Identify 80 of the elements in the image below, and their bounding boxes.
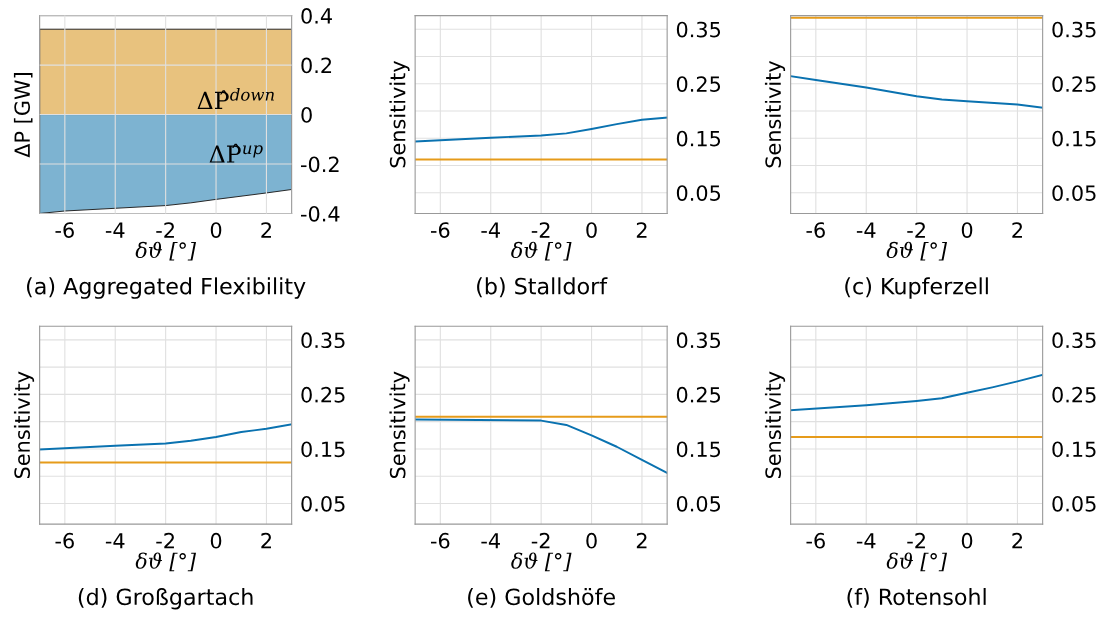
line-series xyxy=(790,373,1043,412)
y-tick-label: 0.25 xyxy=(676,76,721,92)
line-series xyxy=(415,418,668,474)
x-tick-label: -6 xyxy=(430,222,450,238)
line-series xyxy=(790,75,1043,109)
y-tick-label: 0.35 xyxy=(1052,21,1096,38)
x-tick-label: -6 xyxy=(806,222,825,238)
y-tick-label: 0.05 xyxy=(676,495,721,512)
text: (f) Rotensohl xyxy=(847,587,986,608)
y-tick-label: 0.15 xyxy=(676,130,721,147)
x-tick-label: -6 xyxy=(806,532,825,549)
x-tick-label: 2 xyxy=(1012,222,1022,238)
x-tick-label: 0 xyxy=(210,532,222,549)
text: (c) Kupferzell xyxy=(845,277,988,299)
annotation: ΔP̂$^{down}$ xyxy=(197,87,274,110)
line-series xyxy=(39,423,292,451)
y-tick-label: 0.35 xyxy=(676,332,721,349)
x-tick-label: -6 xyxy=(430,532,450,549)
x-tick-label: 2 xyxy=(1012,532,1022,549)
y-axis-title: Sensitivity xyxy=(389,60,410,168)
x-tick-label: 2 xyxy=(261,222,271,238)
y-tick-label: -0.2 xyxy=(301,156,339,173)
y-tick-label: 0.15 xyxy=(1052,441,1096,458)
y-axis-title: Sensitivity xyxy=(13,371,35,479)
x-tick-label: 2 xyxy=(636,222,647,238)
y-axis-title: Sensitivity xyxy=(389,371,410,479)
x-tick-label: -2 xyxy=(156,532,174,549)
x-axis-title: δϑ [°] xyxy=(886,241,948,261)
y-axis-title: Sensitivity xyxy=(764,60,786,168)
y-tick-label: 0.4 xyxy=(301,8,332,24)
y-tick-label: 0.25 xyxy=(301,386,345,403)
y-tick-label: 0.25 xyxy=(1052,76,1096,92)
y-axis-title: ΔP [GW] xyxy=(13,73,33,158)
y-tick-label: 0.25 xyxy=(676,386,721,403)
x-tick-label: -4 xyxy=(856,222,876,238)
y-tick-label: 0.35 xyxy=(676,21,721,38)
y-tick-label: 0.35 xyxy=(1052,332,1096,349)
y-axis-title: Sensitivity xyxy=(764,371,786,479)
x-axis-title: δϑ [°] xyxy=(511,241,572,261)
line-series xyxy=(415,116,668,143)
x-tick-label: -4 xyxy=(105,222,125,238)
x-tick-label: -2 xyxy=(907,532,925,549)
y-tick-label: 0.2 xyxy=(301,57,332,74)
x-tick-label: 0 xyxy=(961,532,973,549)
text: (b) Stalldorf xyxy=(477,277,608,298)
y-tick-label: 0.15 xyxy=(1052,130,1096,147)
x-tick-label: 2 xyxy=(636,532,647,549)
y-tick-label: 0.05 xyxy=(676,185,721,201)
x-tick-label: 0 xyxy=(586,222,597,238)
x-tick-label: -2 xyxy=(907,222,925,238)
x-tick-label: -2 xyxy=(531,222,550,238)
x-tick-label: -2 xyxy=(531,532,550,549)
x-tick-label: 0 xyxy=(586,532,597,549)
x-tick-label: -6 xyxy=(55,222,74,238)
x-axis-title: δϑ [°] xyxy=(135,552,197,572)
x-axis-title: δϑ [°] xyxy=(511,552,572,572)
x-tick-label: 2 xyxy=(261,532,271,549)
y-tick-label: 0.35 xyxy=(301,332,345,349)
text: (d) Großgartach xyxy=(78,587,253,610)
x-tick-label: 0 xyxy=(210,222,222,238)
x-tick-label: -4 xyxy=(856,533,876,549)
y-tick-label: -0.4 xyxy=(301,205,340,222)
y-tick-label: 0.05 xyxy=(1052,495,1096,512)
text: (e) Goldshöfe xyxy=(468,587,615,608)
y-tick-label: 0.25 xyxy=(1052,386,1096,403)
y-tick-label: 0.15 xyxy=(301,441,345,458)
y-tick-label: 0.15 xyxy=(676,441,721,458)
text: (a) Aggregated Flexibility xyxy=(27,277,306,299)
x-tick-label: -4 xyxy=(481,222,500,238)
y-tick-label: 0.05 xyxy=(1052,185,1096,201)
y-tick-label: 0.05 xyxy=(301,495,345,512)
x-tick-label: -2 xyxy=(156,222,174,238)
annotation: ΔP̂$^{up}$ xyxy=(209,143,263,163)
x-tick-label: -4 xyxy=(105,533,125,549)
x-tick-label: -6 xyxy=(55,532,74,549)
x-axis-title: δϑ [°] xyxy=(135,241,197,261)
x-tick-label: -4 xyxy=(481,533,500,549)
y-tick-label: 0 xyxy=(301,106,312,123)
x-tick-label: 0 xyxy=(961,222,973,238)
x-axis-title: δϑ [°] xyxy=(886,552,948,572)
